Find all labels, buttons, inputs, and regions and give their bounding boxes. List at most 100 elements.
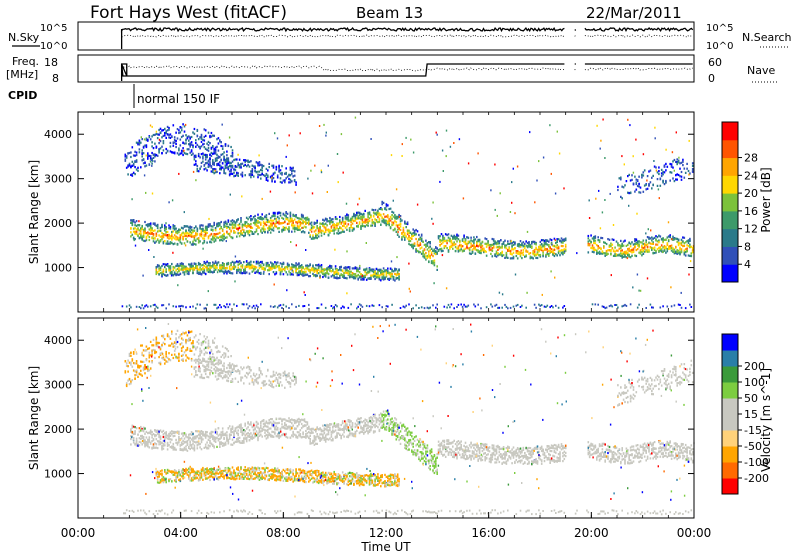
scatter-cell [308, 221, 310, 224]
scatter-cell [145, 513, 148, 516]
scatter-cell [185, 139, 187, 142]
scatter-cell [134, 443, 136, 446]
scatter-cell [145, 345, 148, 348]
scatter-cell [308, 269, 310, 272]
scatter-cell [156, 470, 159, 473]
scatter-cell [264, 267, 266, 270]
scatter-cell [449, 240, 451, 243]
scatter-cell [274, 215, 276, 218]
scatter-cell [148, 163, 151, 166]
scatter-cell [200, 268, 203, 271]
scatter-cell [372, 215, 375, 218]
scatter-cell [183, 242, 186, 245]
scatter-cell [456, 234, 458, 237]
scatter-cell [223, 271, 225, 274]
scatter-cell [291, 230, 293, 233]
scatter-cell [320, 271, 323, 274]
scatter-cell [258, 267, 261, 270]
scatter-cell [241, 195, 243, 198]
scatter-cell [313, 230, 316, 233]
scatter-cell [319, 230, 321, 233]
scatter-cell [396, 228, 399, 231]
scatter-cell [189, 142, 191, 145]
scatter-cell [165, 263, 167, 266]
scatter-cell [542, 156, 545, 159]
scatter-cell [457, 248, 460, 251]
cpid-mode: normal 150 IF [137, 92, 220, 106]
scatter-cell [667, 221, 670, 224]
scatter-cell [155, 271, 158, 274]
scatter-cell [141, 360, 143, 363]
scatter-cell [361, 218, 364, 222]
nsky-label: N.Sky [8, 31, 40, 44]
scatter-cell [587, 244, 590, 247]
scatter-cell [298, 267, 300, 270]
scatter-cell [161, 136, 163, 139]
scatter-cell [598, 250, 601, 253]
scatter-cell [248, 165, 251, 168]
scatter-cell [137, 444, 139, 447]
scatter-cell [310, 169, 312, 172]
scatter-cell [221, 153, 224, 156]
scatter-cell [538, 160, 540, 163]
scatter-cell [192, 235, 194, 238]
scatter-cell [396, 217, 399, 220]
scatter-cell [627, 118, 629, 121]
scatter-cell [655, 169, 658, 172]
scatter-cell [195, 225, 197, 228]
scatter-cell [258, 261, 261, 264]
scatter-cell [169, 265, 172, 268]
scatter-cell [348, 227, 351, 230]
scatter-cell [350, 275, 352, 278]
scatter-cell [138, 373, 141, 376]
scatter-cell [151, 446, 153, 449]
scatter-cell [689, 172, 691, 175]
scatter-cell [278, 220, 280, 223]
scatter-cell [337, 269, 340, 272]
scatter-cell [519, 245, 522, 248]
scatter-cell [168, 432, 170, 436]
scatter-cell [234, 221, 237, 224]
scatter-cell [642, 239, 645, 242]
scatter-cell [262, 220, 265, 223]
scatter-cell [288, 227, 290, 231]
scatter-cell [203, 135, 206, 139]
scatter-cell [478, 240, 481, 243]
scatter-cell [228, 161, 231, 164]
scatter-cell [176, 271, 179, 274]
scatter-cell [545, 306, 547, 308]
scatter-cell [643, 250, 646, 253]
scatter-cell [272, 177, 275, 180]
scatter-cell [197, 268, 200, 271]
scatter-cell [317, 266, 320, 269]
scatter-cell [679, 251, 681, 254]
scatter-cell [604, 157, 606, 159]
scatter-cell [275, 261, 278, 264]
scatter-cell [418, 238, 420, 241]
scatter-cell [300, 264, 303, 267]
scatter-cell [439, 180, 441, 183]
scatter-cell [546, 243, 549, 246]
scatter-cell [399, 220, 402, 223]
scatter-cell [639, 249, 642, 252]
scatter-cell [137, 143, 139, 146]
scatter-cell [250, 260, 252, 263]
scatter-cell [511, 245, 513, 248]
scatter-cell [200, 224, 203, 227]
scatter-cell [552, 253, 554, 256]
scatter-cell [367, 277, 369, 280]
scatter-cell [420, 237, 423, 240]
scatter-cell [258, 221, 261, 224]
scatter-cell [294, 191, 296, 194]
scatter-cell [639, 250, 642, 253]
scatter-cell [257, 271, 259, 274]
scatter-cell [275, 222, 278, 225]
scatter-cell [669, 245, 671, 248]
scatter-cell [171, 135, 173, 138]
scatter-cell [128, 383, 131, 386]
scatter-cell [142, 274, 144, 277]
scatter-cell [594, 242, 597, 245]
scatter-cell [213, 152, 215, 155]
scatter-cell [387, 267, 389, 270]
